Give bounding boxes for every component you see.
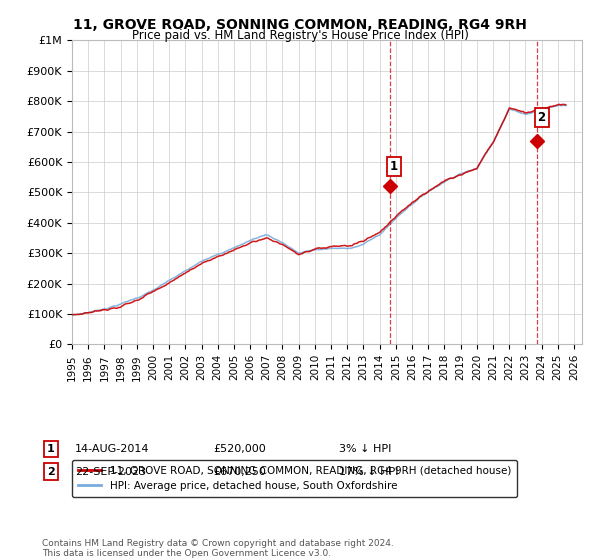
Text: £520,000: £520,000 xyxy=(213,444,266,454)
Text: 3% ↓ HPI: 3% ↓ HPI xyxy=(339,444,391,454)
Text: 22-SEP-2023: 22-SEP-2023 xyxy=(75,466,146,477)
Text: Contains HM Land Registry data © Crown copyright and database right 2024.
This d: Contains HM Land Registry data © Crown c… xyxy=(42,539,394,558)
Text: Price paid vs. HM Land Registry's House Price Index (HPI): Price paid vs. HM Land Registry's House … xyxy=(131,29,469,42)
Text: 2: 2 xyxy=(538,111,545,124)
Text: 1: 1 xyxy=(47,444,55,454)
Text: 1: 1 xyxy=(389,160,398,173)
Legend: 11, GROVE ROAD, SONNING COMMON, READING, RG4 9RH (detached house), HPI: Average : 11, GROVE ROAD, SONNING COMMON, READING,… xyxy=(72,460,517,497)
Text: £670,250: £670,250 xyxy=(213,466,266,477)
Text: 2: 2 xyxy=(47,466,55,477)
Text: 17% ↓ HPI: 17% ↓ HPI xyxy=(339,466,398,477)
Text: 11, GROVE ROAD, SONNING COMMON, READING, RG4 9RH: 11, GROVE ROAD, SONNING COMMON, READING,… xyxy=(73,18,527,32)
Text: 14-AUG-2014: 14-AUG-2014 xyxy=(75,444,149,454)
